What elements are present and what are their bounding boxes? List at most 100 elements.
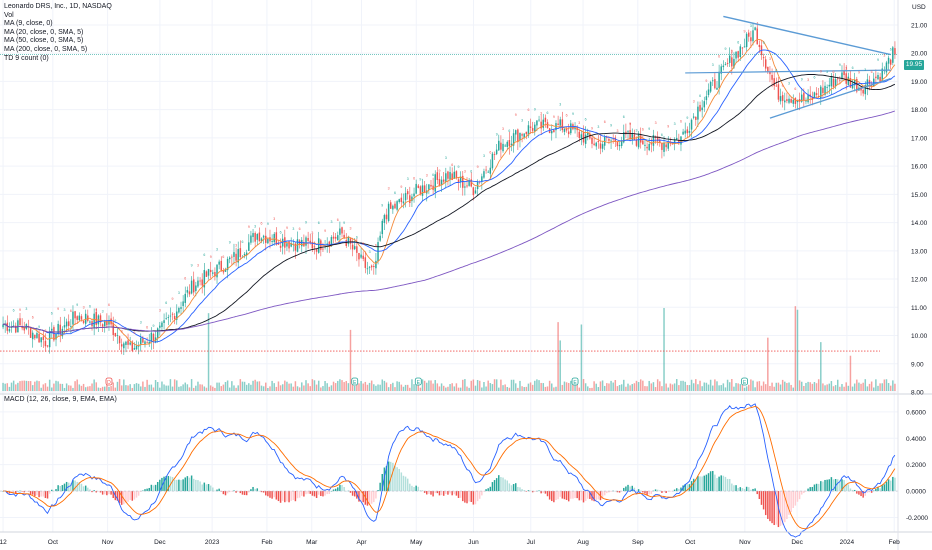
macd-histogram-bar xyxy=(55,489,57,492)
candle-body xyxy=(99,315,102,323)
volume-bar xyxy=(686,385,689,391)
volume-bar xyxy=(748,384,750,391)
volume-bar xyxy=(459,387,462,391)
macd-histogram-bar xyxy=(182,479,184,492)
candle-body xyxy=(432,185,434,190)
volume-bar xyxy=(252,380,254,391)
candle-body xyxy=(792,99,794,104)
volume-bar xyxy=(582,379,585,391)
td-count-digit: 6 xyxy=(299,227,301,231)
macd-histogram-bar xyxy=(417,486,420,492)
macd-histogram-bar xyxy=(57,485,59,492)
macd-histogram-bar xyxy=(190,475,193,492)
macd-histogram-bar xyxy=(525,491,528,492)
macd-histogram-bar xyxy=(159,479,161,492)
macd-histogram-bar xyxy=(51,489,53,492)
currency-label[interactable]: USD xyxy=(912,4,926,11)
macd-histogram-bar xyxy=(262,491,265,493)
macd-histogram-bar xyxy=(305,491,307,495)
volume-bar xyxy=(464,379,466,391)
macd-histogram-bar xyxy=(608,491,610,493)
td-count-digit: 6 xyxy=(527,108,529,112)
candle-body xyxy=(317,238,320,253)
volume-bar xyxy=(315,384,318,391)
macd-histogram-bar xyxy=(587,491,589,499)
macd-histogram-bar xyxy=(722,475,725,492)
candle-body xyxy=(504,145,506,147)
candle-body xyxy=(156,328,159,338)
macd-histogram-bar xyxy=(773,491,775,526)
macd-histogram-bar xyxy=(286,491,288,502)
macd-histogram-bar xyxy=(120,491,123,505)
candle-body xyxy=(820,86,822,99)
volume-bar xyxy=(688,385,691,391)
candle-body xyxy=(417,185,420,188)
candle-body xyxy=(82,320,85,323)
candle-body xyxy=(387,203,390,222)
candle-body xyxy=(644,144,646,146)
macd-histogram-bar xyxy=(218,488,220,492)
td-count-digit: 3 xyxy=(864,68,866,72)
volume-bar xyxy=(87,386,89,391)
macd-histogram-bar xyxy=(822,481,824,492)
candle-body xyxy=(239,248,242,258)
volume-bar xyxy=(120,385,123,391)
macd-histogram-bar xyxy=(794,491,797,506)
candle-body xyxy=(559,119,561,126)
volume-bar xyxy=(364,381,367,391)
volume-bar xyxy=(648,380,650,391)
candle-body xyxy=(80,316,83,320)
candle-body xyxy=(540,121,542,129)
macd-histogram-bar xyxy=(508,483,511,492)
volume-bar xyxy=(436,383,439,391)
macd-histogram-bar xyxy=(375,491,377,499)
volume-bar xyxy=(777,382,780,391)
volume-bar xyxy=(284,380,286,391)
candle-body xyxy=(597,140,600,143)
volume-bar xyxy=(84,387,87,391)
event-marker-label: D xyxy=(107,380,111,386)
volume-bar xyxy=(398,381,400,391)
candle-body xyxy=(301,239,303,247)
macd-histogram-bar xyxy=(695,479,697,492)
td-count-digit: 6 xyxy=(470,169,472,173)
macd-histogram-bar xyxy=(72,480,74,492)
volume-bar xyxy=(737,383,739,391)
macd-histogram-bar xyxy=(856,491,858,494)
candle-body xyxy=(243,253,246,256)
macd-histogram-bar xyxy=(277,491,280,502)
candle-body xyxy=(779,96,782,102)
candle-body xyxy=(309,240,311,243)
candle-body xyxy=(775,85,778,87)
macd-histogram-bar xyxy=(101,491,104,495)
volume-bar xyxy=(697,384,699,391)
macd-histogram-bar xyxy=(633,487,636,492)
td-count-digit: 9 xyxy=(38,325,40,329)
macd-histogram-bar xyxy=(379,482,381,492)
candle-body xyxy=(339,228,341,235)
macd-histogram-bar xyxy=(669,491,672,492)
candle-body xyxy=(741,47,744,49)
macd-tick-label: 0.0000 xyxy=(906,489,926,496)
volume-bar xyxy=(63,387,66,391)
ma20-line xyxy=(3,49,896,343)
macd-histogram-bar xyxy=(281,491,284,501)
macd-histogram-bar xyxy=(546,491,549,497)
td-count-digit: 9 xyxy=(782,84,784,88)
candle-body xyxy=(811,97,814,101)
candle-body xyxy=(487,171,489,173)
macd-histogram-bar xyxy=(815,483,818,492)
macd-histogram-bar xyxy=(743,489,746,492)
candle-body xyxy=(614,137,617,142)
macd-histogram-bar xyxy=(712,470,714,492)
candle-body xyxy=(400,197,403,203)
volume-bar xyxy=(506,387,508,391)
td-count-digit: 9 xyxy=(152,324,154,328)
macd-histogram-bar xyxy=(398,468,400,492)
candle-body xyxy=(313,246,316,248)
volume-bar xyxy=(277,381,280,391)
candle-body xyxy=(695,116,697,120)
volume-bar xyxy=(565,382,568,391)
candle-body xyxy=(72,311,74,325)
candle-body xyxy=(822,87,824,94)
